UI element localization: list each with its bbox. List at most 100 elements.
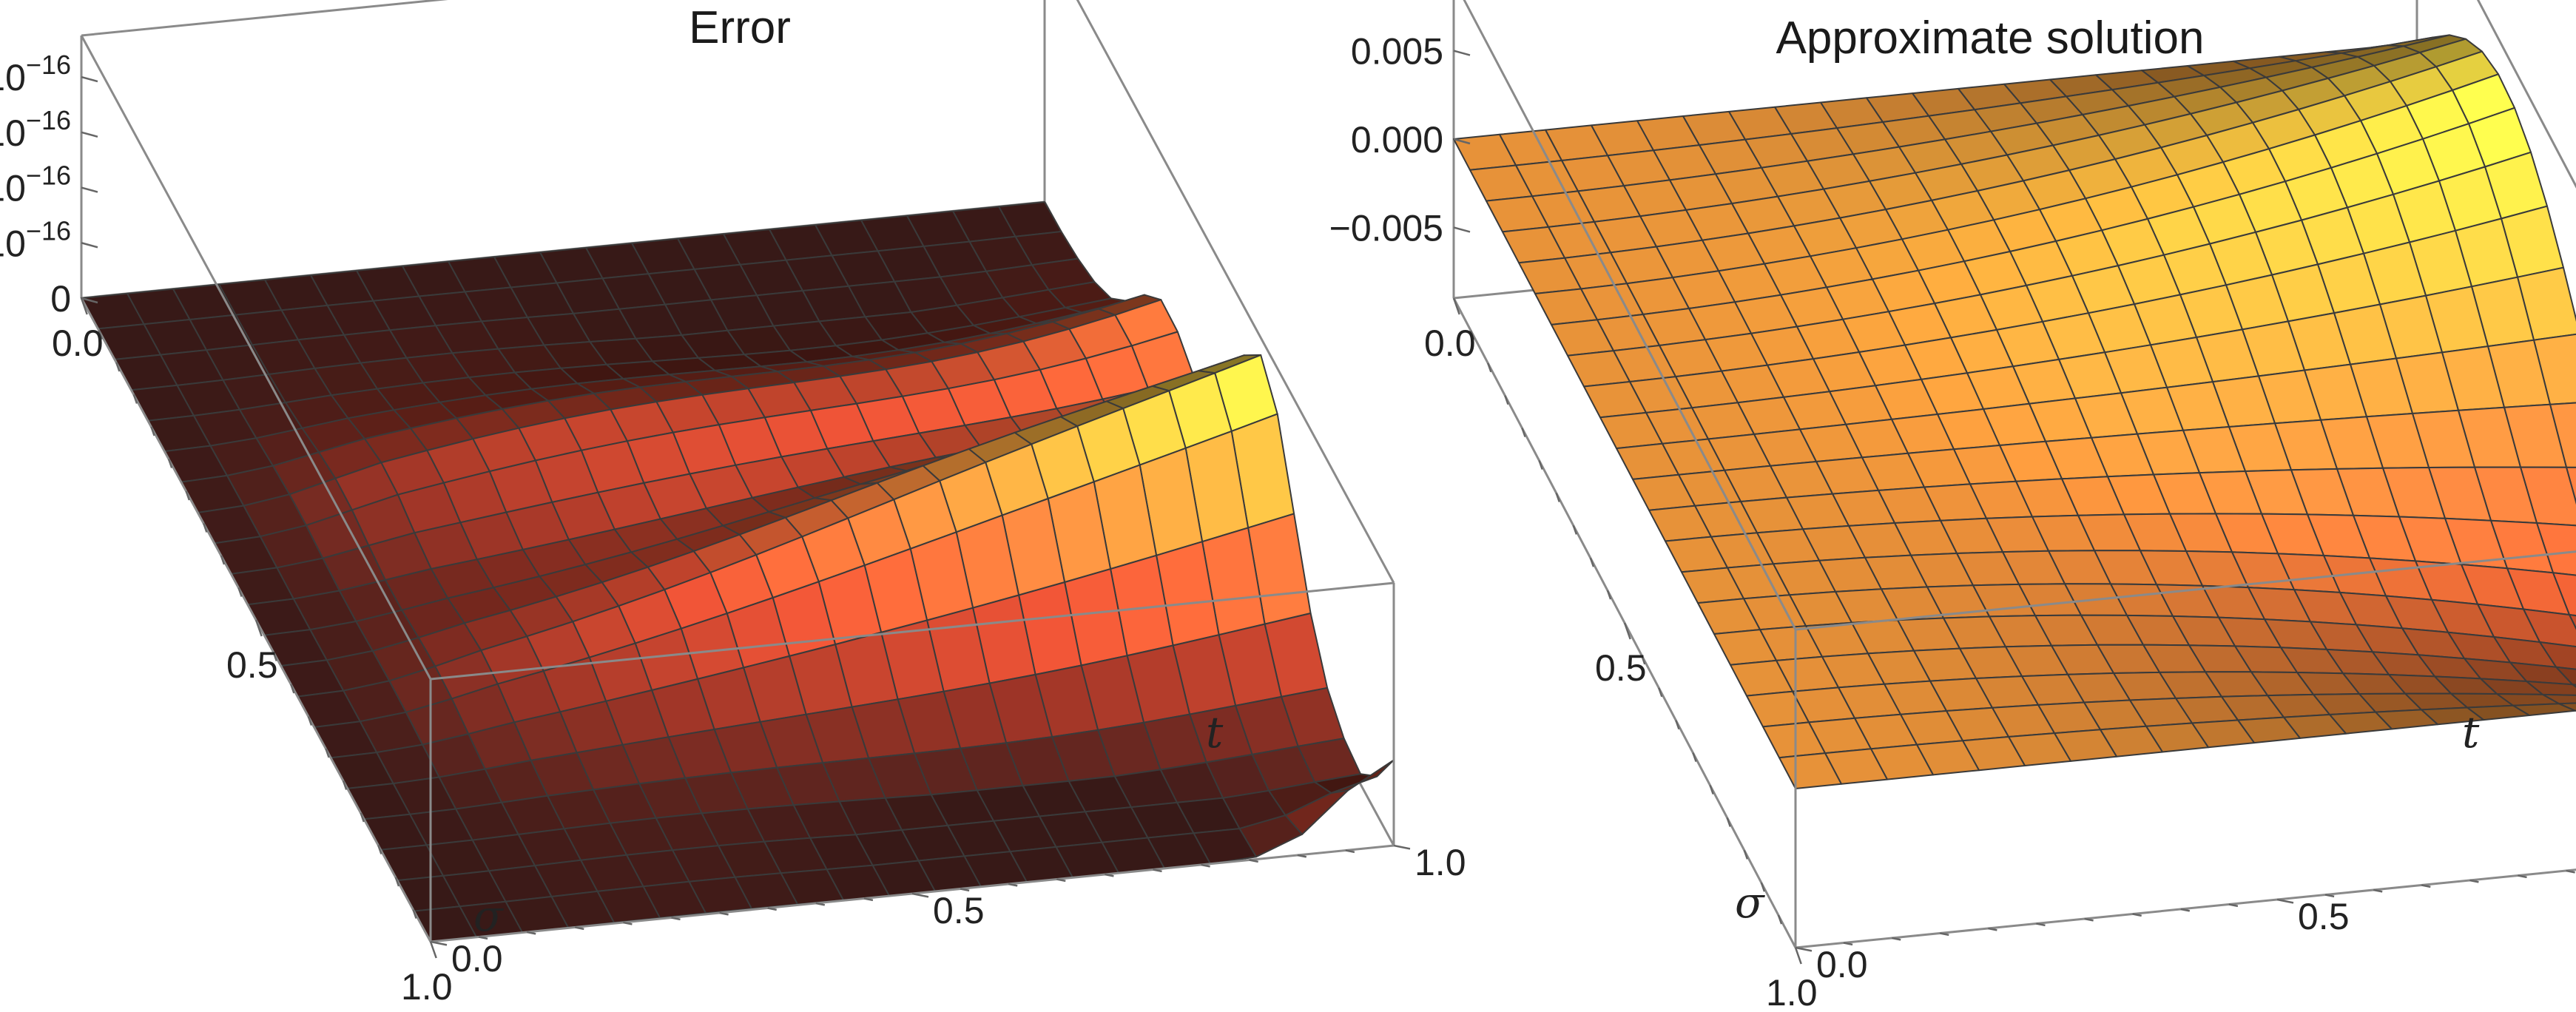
x-tick-mark: [1538, 460, 1543, 470]
y-tick-mark: [911, 892, 929, 898]
x-tick-mark: [1504, 395, 1509, 405]
z-tick-label: 8 × 10−16: [0, 50, 71, 98]
y-tick-mark: [815, 902, 826, 906]
y-tick-mark: [1940, 932, 1949, 937]
x-tick-mark: [1572, 524, 1578, 535]
y-tick-mark: [2324, 894, 2335, 898]
x-tick-mark: [272, 652, 277, 661]
x-tick-mark: [1606, 590, 1612, 600]
x-tick-mark: [185, 490, 190, 501]
x-tick-mark: [1623, 622, 1631, 640]
y-tick-mark: [2469, 879, 2479, 883]
x-tick-mark: [1487, 362, 1492, 373]
y-tick-mark: [430, 940, 448, 946]
x-tick-mark: [290, 684, 295, 694]
y-tick-label: 1.0: [1415, 842, 1466, 883]
x-tick-mark: [254, 619, 263, 637]
y-tick-mark: [2518, 874, 2527, 879]
z-tick-mark: [1453, 50, 1471, 56]
y-tick-mark: [2276, 898, 2294, 904]
x-tick-mark: [203, 523, 208, 533]
z-tick-label: −0.005: [1329, 207, 1443, 249]
y-tick-label: 0.0: [451, 938, 503, 979]
x-tick-mark: [1658, 687, 1663, 698]
y-tick-mark: [1393, 844, 1411, 850]
y-tick-mark: [575, 926, 584, 931]
x-tick-mark: [360, 812, 365, 823]
z-tick-mark: [81, 242, 98, 249]
x-tick-mark: [394, 877, 400, 887]
x-tick-mark: [1452, 297, 1460, 315]
y-tick-mark: [2421, 884, 2431, 888]
approximate-solution-plot: Approximate solution 0.00.51.00.00.51.0−…: [1329, 0, 2576, 1012]
error-plot-y-axis-label: t: [1206, 707, 1224, 758]
x-tick-mark: [429, 941, 437, 959]
x-tick-mark: [220, 555, 226, 565]
x-tick-label: 0.0: [52, 323, 104, 364]
x-tick-label: 0.0: [1424, 323, 1476, 364]
z-tick-label: 0.005: [1351, 31, 1443, 72]
box-edge: [1795, 868, 2576, 949]
y-tick-mark: [671, 917, 681, 921]
y-tick-mark: [1988, 927, 1997, 931]
box-edge: [430, 581, 1395, 681]
y-tick-mark: [1201, 863, 1210, 868]
y-tick-label: 0.5: [933, 890, 985, 931]
y-tick-mark: [1297, 854, 1307, 858]
x-tick-mark: [377, 845, 382, 854]
z-tick-label: 6 × 10−16: [0, 105, 71, 154]
y-tick-mark: [1249, 859, 1258, 863]
solution-surface: [1453, 34, 2576, 789]
x-tick-mark: [1760, 882, 1766, 892]
y-tick-mark: [767, 907, 777, 911]
z-tick-mark: [81, 131, 98, 138]
y-tick-mark: [960, 888, 970, 892]
x-tick-mark: [1640, 655, 1646, 665]
x-tick-mark: [1589, 557, 1595, 567]
y-tick-mark: [2084, 917, 2094, 922]
box-edge: [80, 35, 432, 680]
y-tick-mark: [719, 911, 729, 916]
z-tick-mark: [1453, 226, 1471, 233]
x-tick-mark: [1692, 752, 1697, 763]
x-tick-mark: [98, 330, 103, 340]
z-tick-mark: [81, 186, 98, 193]
z-tick-mark: [1453, 138, 1471, 145]
x-tick-mark: [325, 748, 330, 758]
y-tick-mark: [623, 921, 633, 925]
solution-plot-x-axis-label: σ: [1735, 877, 1765, 928]
z-tick-label: 0: [50, 278, 71, 320]
y-tick-mark: [2228, 903, 2239, 908]
x-tick-mark: [307, 716, 313, 726]
x-tick-mark: [1555, 492, 1560, 502]
y-tick-mark: [1345, 849, 1355, 854]
error-plot: Error 0.00.51.00.00.51.002 × 10−164 × 10…: [0, 0, 1466, 1008]
y-tick-mark: [863, 897, 874, 902]
y-tick-label: 0.5: [2298, 896, 2350, 937]
x-tick-label: 1.0: [1766, 972, 1818, 1012]
x-tick-mark: [1726, 817, 1731, 827]
x-tick-label: 0.5: [1595, 647, 1647, 689]
box-edge: [1795, 550, 2576, 631]
approximate-solution-plot-title: Approximate solution: [1776, 13, 2205, 64]
box-edge: [1463, 0, 1797, 630]
y-tick-mark: [2036, 922, 2046, 927]
y-tick-label: 0.0: [1816, 944, 1868, 985]
box-edge: [1076, 0, 1395, 584]
y-tick-mark: [2566, 869, 2575, 874]
error-plot-title: Error: [689, 2, 791, 53]
y-tick-mark: [1153, 868, 1162, 873]
y-tick-mark: [2373, 888, 2383, 893]
y-tick-mark: [1056, 878, 1066, 883]
x-tick-label: 0.5: [226, 644, 278, 686]
x-tick-mark: [342, 780, 348, 790]
y-tick-mark: [1795, 946, 1813, 952]
x-tick-mark: [150, 426, 155, 436]
z-tick-label: 2 × 10−16: [0, 215, 71, 264]
y-tick-mark: [526, 931, 536, 935]
y-tick-mark: [2132, 913, 2142, 917]
y-tick-mark: [1008, 883, 1018, 887]
error-surface: [81, 201, 1395, 942]
